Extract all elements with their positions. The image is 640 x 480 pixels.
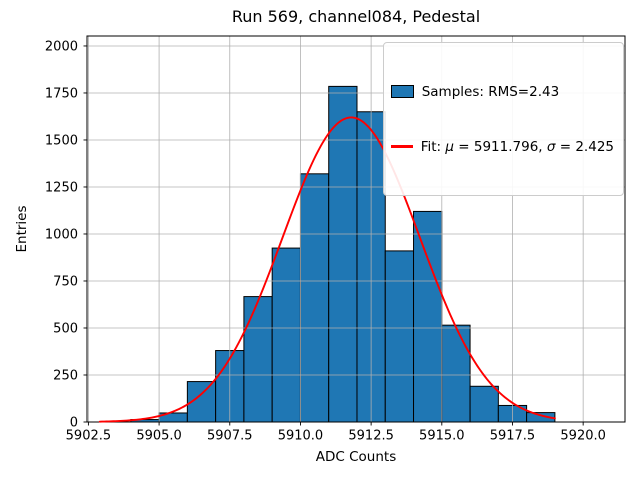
histogram-bar xyxy=(299,173,330,423)
y-tick-label: 500 xyxy=(53,322,78,337)
x-tick-label: 5910.0 xyxy=(278,429,324,444)
histogram-bar xyxy=(243,296,273,423)
x-tick-label: 5905.0 xyxy=(136,429,182,444)
sigma-symbol: σ xyxy=(546,138,556,155)
histogram-bar xyxy=(328,85,358,423)
y-tick-label: 0 xyxy=(70,416,78,431)
histogram-bar xyxy=(384,250,415,423)
gaussian-fit-curve xyxy=(98,116,556,423)
chart-title: Run 569, channel084, Pedestal xyxy=(231,7,481,26)
fit-line-swatch-icon xyxy=(390,145,413,148)
histogram-bar xyxy=(441,324,471,423)
x-tick-label: 5915.0 xyxy=(419,429,465,444)
y-tick-label: 1750 xyxy=(45,87,78,102)
x-axis-label: ADC Counts xyxy=(315,449,397,465)
x-tick-label: 5912.5 xyxy=(348,429,394,444)
y-tick-label: 1500 xyxy=(45,134,78,149)
axes-frame xyxy=(86,35,626,423)
mu-symbol: μ xyxy=(445,138,454,155)
legend-fit-sigma-value: = 2.425 xyxy=(555,138,614,155)
legend-fit-label: Fit: μ = 5911.796, σ = 2.425 xyxy=(421,139,614,155)
legend-item-fit: Fit: μ = 5911.796, σ = 2.425 xyxy=(390,135,614,158)
y-tick-label: 250 xyxy=(53,369,78,384)
histogram-bar xyxy=(271,247,301,423)
y-axis-label: Entries xyxy=(14,205,30,253)
y-tick-label: 750 xyxy=(53,275,78,290)
legend-item-samples: Samples: RMS=2.43 xyxy=(390,80,614,103)
x-tick-label: 5920.0 xyxy=(560,429,606,444)
histogram-bar xyxy=(469,385,499,423)
x-tick-label: 5907.5 xyxy=(207,429,253,444)
x-tick-label: 5902.5 xyxy=(66,429,112,444)
histogram-bar xyxy=(413,210,443,423)
x-tick-label: 5917.5 xyxy=(490,429,536,444)
y-tick-label: 1250 xyxy=(45,181,78,196)
legend-samples-label: Samples: RMS=2.43 xyxy=(421,83,560,100)
histogram-swatch-icon xyxy=(390,85,414,98)
legend: Samples: RMS=2.43 Fit: μ = 5911.796, σ =… xyxy=(382,42,624,196)
y-tick-label: 1000 xyxy=(45,228,78,243)
legend-fit-prefix: Fit: xyxy=(420,138,446,155)
legend-fit-mu-value: = 5911.796, xyxy=(453,138,547,155)
y-tick-label: 2000 xyxy=(45,40,78,55)
